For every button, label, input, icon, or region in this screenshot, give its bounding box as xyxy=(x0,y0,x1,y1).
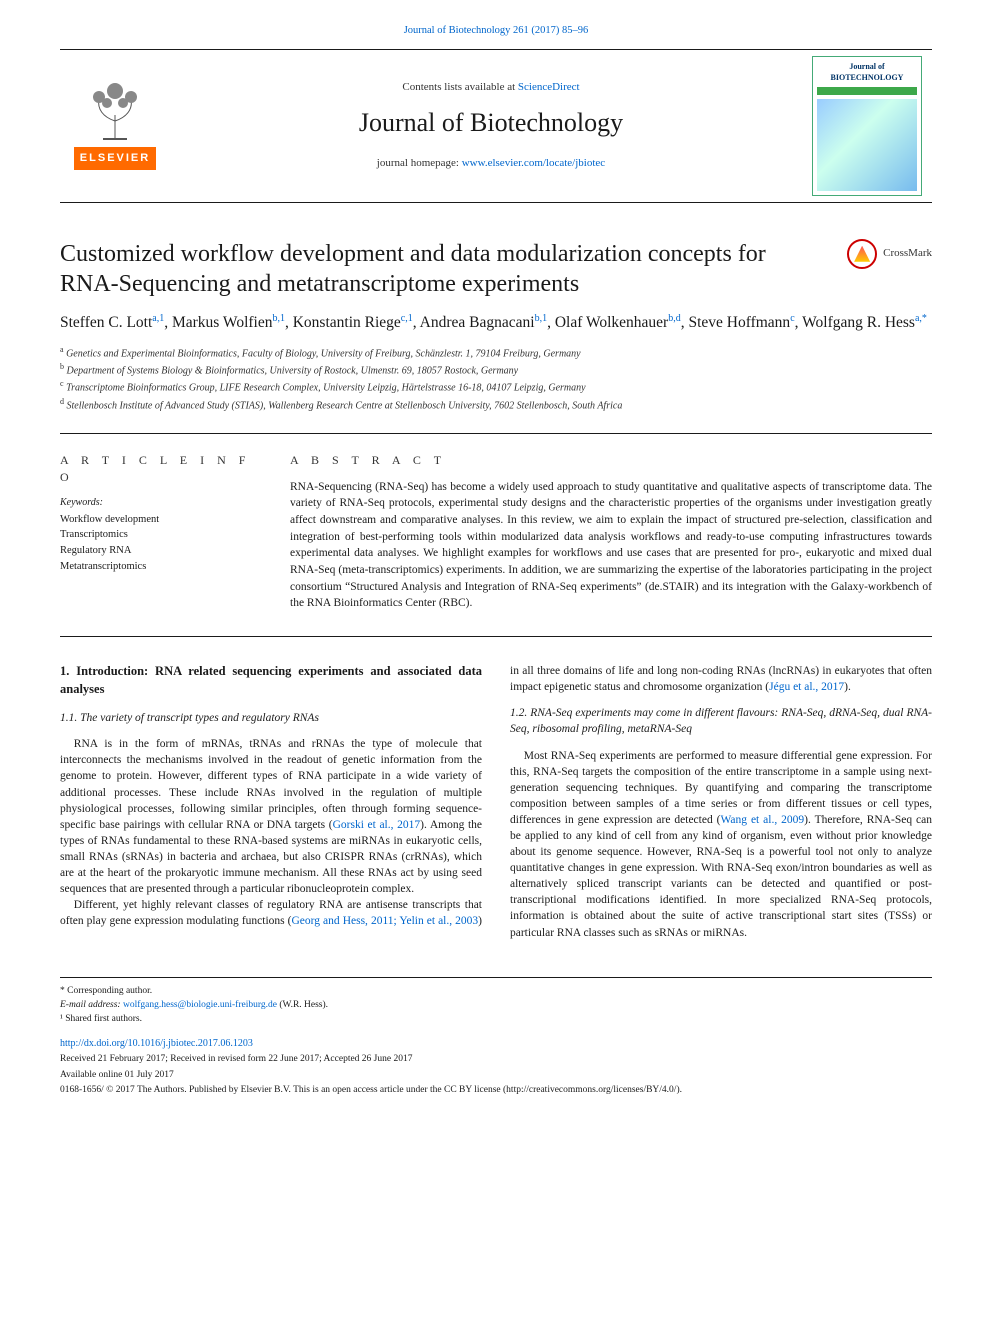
keyword-item: Regulatory RNA xyxy=(60,543,260,559)
section-1-2-p1: Most RNA-Seq experiments are performed t… xyxy=(510,748,932,941)
masthead-center: Contents lists available at ScienceDirec… xyxy=(170,80,812,171)
copyright-line: 0168-1656/ © 2017 The Authors. Published… xyxy=(60,1084,932,1097)
crossmark-label: CrossMark xyxy=(883,246,932,261)
shared-first-authors-note: ¹ Shared first authors. xyxy=(60,1012,932,1026)
affiliation: d Stellenbosch Institute of Advanced Stu… xyxy=(60,396,932,413)
affiliation: c Transcriptome Bioinformatics Group, LI… xyxy=(60,378,932,395)
elsevier-wordmark: ELSEVIER xyxy=(74,147,156,170)
crossmark-icon xyxy=(847,239,877,269)
section-1-1-p1: RNA is in the form of mRNAs, tRNAs and r… xyxy=(60,736,482,897)
affiliations-block: a Genetics and Experimental Bioinformati… xyxy=(60,344,932,413)
homepage-line: journal homepage: www.elsevier.com/locat… xyxy=(170,156,812,171)
author-marks: c,1 xyxy=(401,313,413,324)
keywords-list: Workflow developmentTranscriptomicsRegul… xyxy=(60,512,260,575)
abstract-col: A B S T R A C T RNA-Sequencing (RNA-Seq)… xyxy=(290,452,932,612)
received-line: Received 21 February 2017; Received in r… xyxy=(60,1053,932,1066)
author: Steffen C. Lott xyxy=(60,314,152,331)
section-1-heading: 1. Introduction: RNA related sequencing … xyxy=(60,663,482,698)
masthead: ELSEVIER Contents lists available at Sci… xyxy=(60,49,932,203)
footnotes-block: * Corresponding author. E-mail address: … xyxy=(60,977,932,1098)
author: Andrea Bagnacani xyxy=(420,314,535,331)
keyword-item: Transcriptomics xyxy=(60,527,260,543)
running-head-link[interactable]: Journal of Biotechnology 261 (2017) 85–9… xyxy=(404,25,589,36)
s12-p1-tail: ). Therefore, RNA-Seq can be applied to … xyxy=(510,814,932,939)
section-1-2-heading: 1.2. RNA-Seq experiments may come in dif… xyxy=(510,705,932,737)
homepage-prefix: journal homepage: xyxy=(377,157,462,169)
corresponding-author-note: * Corresponding author. xyxy=(60,984,932,998)
cover-image-icon xyxy=(817,99,917,191)
citation-gorski-2017[interactable]: Gorski et al., 2017 xyxy=(333,819,421,831)
article-title: Customized workflow development and data… xyxy=(60,239,827,299)
abstract-text: RNA-Sequencing (RNA-Seq) has become a wi… xyxy=(290,479,932,612)
author-marks: b,1 xyxy=(535,313,548,324)
author: Olaf Wolkenhauer xyxy=(555,314,668,331)
email-label: E-mail address: xyxy=(60,1000,123,1010)
author-marks: b,d xyxy=(668,313,681,324)
body-columns: 1. Introduction: RNA related sequencing … xyxy=(60,663,932,941)
abstract-heading: A B S T R A C T xyxy=(290,452,932,469)
journal-homepage-link[interactable]: www.elsevier.com/locate/jbiotec xyxy=(462,157,605,169)
publisher-logo-block: ELSEVIER xyxy=(60,81,170,170)
corresponding-email-link[interactable]: wolfgang.hess@biologie.uni-freiburg.de xyxy=(123,1000,277,1010)
s11-p1-pre: RNA is in the form of mRNAs, tRNAs and r… xyxy=(60,738,482,830)
keyword-item: Workflow development xyxy=(60,512,260,528)
title-block: Customized workflow development and data… xyxy=(60,239,932,299)
crossmark-badge[interactable]: CrossMark xyxy=(847,239,932,269)
author-marks: a,* xyxy=(915,313,927,324)
rule-bottom xyxy=(60,636,932,637)
email-line: E-mail address: wolfgang.hess@biologie.u… xyxy=(60,998,932,1012)
affiliation: b Department of Systems Biology & Bioinf… xyxy=(60,361,932,378)
author: Wolfgang R. Hess xyxy=(802,314,915,331)
article-info-heading: A R T I C L E I N F O xyxy=(60,452,260,486)
journal-cover-thumbnail: Journal of BIOTECHNOLOGY xyxy=(812,56,922,196)
doi-line: http://dx.doi.org/10.1016/j.jbiotec.2017… xyxy=(60,1036,932,1051)
author-marks: a,1 xyxy=(152,313,164,324)
author-marks: b,1 xyxy=(272,313,285,324)
affiliation: a Genetics and Experimental Bioinformati… xyxy=(60,344,932,361)
citation-jegu-2017[interactable]: Jégu et al., 2017 xyxy=(769,681,844,693)
author: Steve Hoffmann xyxy=(688,314,790,331)
citation-wang-2009[interactable]: Wang et al., 2009 xyxy=(720,814,804,826)
doi-link[interactable]: http://dx.doi.org/10.1016/j.jbiotec.2017… xyxy=(60,1038,253,1049)
citation-georg-hess-2011-yelin-2003[interactable]: Georg and Hess, 2011; Yelin et al., 2003 xyxy=(292,915,479,927)
contents-line: Contents lists available at ScienceDirec… xyxy=(170,80,812,95)
article-info-col: A R T I C L E I N F O Keywords: Workflow… xyxy=(60,452,260,612)
elsevier-tree-icon xyxy=(85,81,145,141)
sciencedirect-link[interactable]: ScienceDirect xyxy=(518,81,580,93)
author: Markus Wolfien xyxy=(172,314,273,331)
author-marks: c xyxy=(790,313,794,324)
s11-p2-tail: ). xyxy=(844,681,851,693)
journal-cover-block: Journal of BIOTECHNOLOGY xyxy=(812,56,932,196)
keyword-item: Metatranscriptomics xyxy=(60,559,260,575)
available-online-line: Available online 01 July 2017 xyxy=(60,1069,932,1082)
section-1-1-heading: 1.1. The variety of transcript types and… xyxy=(60,710,482,726)
email-who: (W.R. Hess). xyxy=(277,1000,328,1010)
cover-title: Journal of BIOTECHNOLOGY xyxy=(817,61,917,83)
meta-abstract-row: A R T I C L E I N F O Keywords: Workflow… xyxy=(60,434,932,636)
keywords-label: Keywords: xyxy=(60,496,260,510)
running-head: Journal of Biotechnology 261 (2017) 85–9… xyxy=(60,24,932,39)
contents-line-prefix: Contents lists available at xyxy=(402,81,517,93)
author: Konstantin Riege xyxy=(293,314,401,331)
journal-name: Journal of Biotechnology xyxy=(170,105,812,141)
authors-line: Steffen C. Lotta,1, Markus Wolfienb,1, K… xyxy=(60,311,932,336)
cover-green-bar xyxy=(817,87,917,95)
